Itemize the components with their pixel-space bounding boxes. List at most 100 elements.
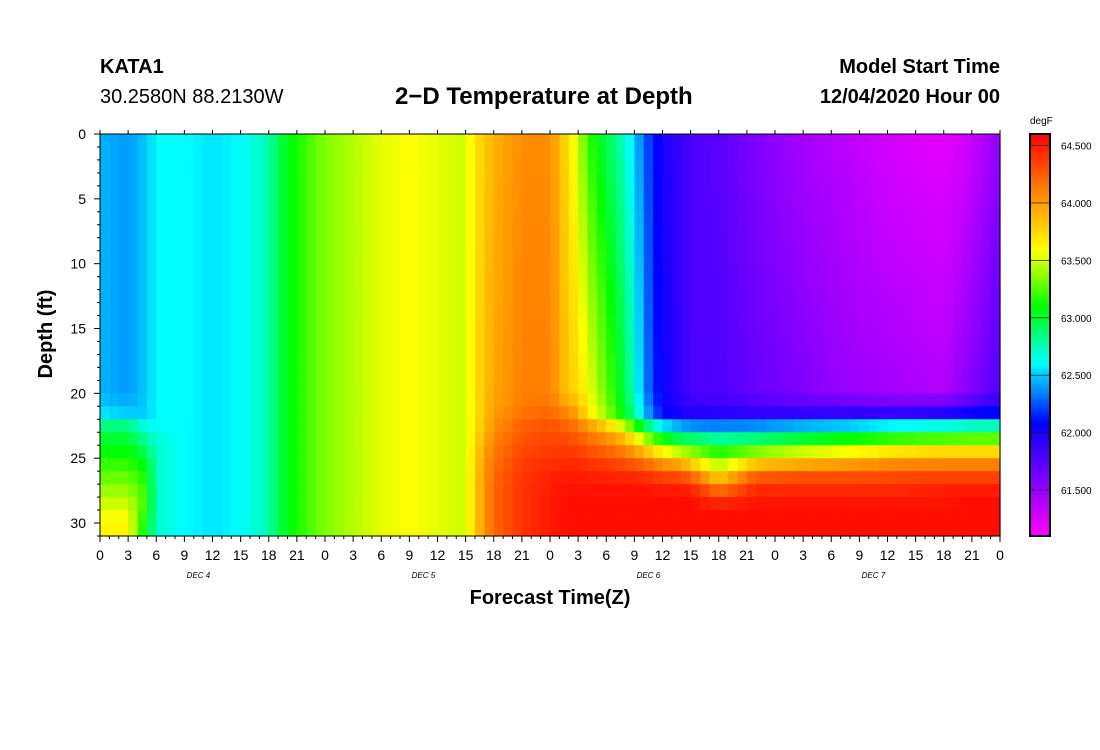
heatmap-cell — [887, 354, 898, 369]
heatmap-cell — [709, 510, 720, 524]
heatmap-cell — [709, 341, 720, 356]
heatmap-cell — [803, 432, 814, 446]
heatmap-cell — [278, 276, 289, 291]
heatmap-cell — [437, 198, 448, 213]
heatmap-cell — [156, 146, 167, 161]
heatmap-cell — [606, 276, 617, 291]
heatmap-cell — [531, 432, 542, 446]
heatmap-cell — [662, 211, 673, 226]
heatmap-cell — [578, 159, 589, 174]
heatmap-cell — [643, 354, 654, 369]
heatmap-cell — [409, 289, 420, 304]
heatmap-cell — [118, 315, 129, 330]
heatmap-cell — [981, 211, 992, 226]
heatmap-cell — [128, 315, 139, 330]
heatmap-cell — [371, 406, 382, 420]
heatmap-cell — [531, 445, 542, 459]
heatmap-cell — [446, 432, 457, 446]
heatmap-cell — [784, 250, 795, 265]
heatmap-cell — [690, 458, 701, 472]
heatmap-cell — [671, 354, 682, 369]
heatmap-cell — [400, 458, 410, 472]
heatmap-cell — [146, 471, 157, 485]
heatmap-cell — [521, 445, 532, 459]
heatmap-cell — [540, 289, 551, 304]
heatmap-cell — [784, 471, 795, 485]
heatmap-cell — [456, 341, 467, 356]
heatmap-cell — [418, 406, 429, 420]
heatmap-cell — [559, 484, 570, 498]
heatmap-cell — [446, 510, 457, 524]
heatmap-cell — [765, 510, 776, 524]
heatmap-cell — [100, 510, 110, 524]
heatmap-cell — [343, 302, 354, 317]
heatmap-cell — [756, 328, 767, 343]
heatmap-cell — [831, 393, 842, 407]
heatmap-cell — [390, 134, 401, 148]
heatmap-cell — [250, 354, 260, 369]
heatmap-cell — [325, 471, 335, 485]
heatmap-cell — [343, 328, 354, 343]
heatmap-cell — [559, 250, 570, 265]
heatmap-cell — [475, 302, 485, 317]
heatmap-cell — [456, 393, 467, 407]
heatmap-cell — [203, 484, 214, 498]
heatmap-cell — [325, 211, 335, 226]
heatmap-cell — [915, 198, 926, 213]
heatmap-cell — [390, 302, 401, 317]
heatmap-cell — [287, 159, 298, 174]
heatmap-cell — [962, 354, 973, 369]
heatmap-cell — [746, 380, 757, 394]
heatmap-cell — [700, 484, 710, 498]
heatmap-cell — [981, 198, 992, 213]
heatmap-cell — [559, 354, 570, 369]
heatmap-cell — [962, 198, 973, 213]
heatmap-cell — [193, 315, 204, 330]
heatmap-cell — [240, 250, 251, 265]
heatmap-cell — [775, 185, 785, 200]
heatmap-cell — [137, 458, 148, 472]
heatmap-cell — [728, 224, 739, 239]
heatmap-cell — [259, 484, 270, 498]
heatmap-cell — [400, 237, 410, 252]
heatmap-cell — [812, 419, 823, 433]
heatmap-cell — [746, 367, 757, 381]
heatmap-cell — [943, 471, 954, 485]
heatmap-cell — [512, 432, 523, 446]
heatmap-cell — [409, 393, 420, 407]
heatmap-cell — [259, 185, 270, 200]
heatmap-cell — [203, 341, 214, 356]
heatmap-cell — [634, 484, 645, 498]
heatmap-cell — [840, 315, 851, 330]
heatmap-cell — [625, 354, 635, 369]
heatmap-cell — [287, 289, 298, 304]
heatmap-cell — [259, 419, 270, 433]
heatmap-cell — [934, 328, 945, 343]
heatmap-cell — [400, 185, 410, 200]
heatmap-cell — [381, 211, 392, 226]
heatmap-cell — [934, 445, 945, 459]
heatmap-cell — [353, 315, 364, 330]
heatmap-cell — [971, 497, 982, 511]
heatmap-cell — [409, 146, 420, 161]
heatmap-cell — [868, 445, 879, 459]
heatmap-cell — [578, 380, 589, 394]
heatmap-cell — [859, 315, 870, 330]
heatmap-cell — [653, 237, 664, 252]
heatmap-cell — [428, 146, 439, 161]
heatmap-cell — [240, 185, 251, 200]
heatmap-cell — [193, 367, 204, 381]
heatmap-cell — [784, 134, 795, 148]
heatmap-cell — [812, 458, 823, 472]
colorbar-label: 62.000 — [1061, 429, 1092, 440]
heatmap-cell — [362, 198, 373, 213]
heatmap-cell — [221, 445, 232, 459]
heatmap-cell — [512, 289, 523, 304]
heatmap-cell — [540, 134, 551, 148]
heatmap-cell — [165, 432, 176, 446]
heatmap-cell — [362, 224, 373, 239]
heatmap-cell — [615, 471, 626, 485]
heatmap-cell — [587, 484, 598, 498]
heatmap-cell — [559, 315, 570, 330]
heatmap-cell — [615, 328, 626, 343]
